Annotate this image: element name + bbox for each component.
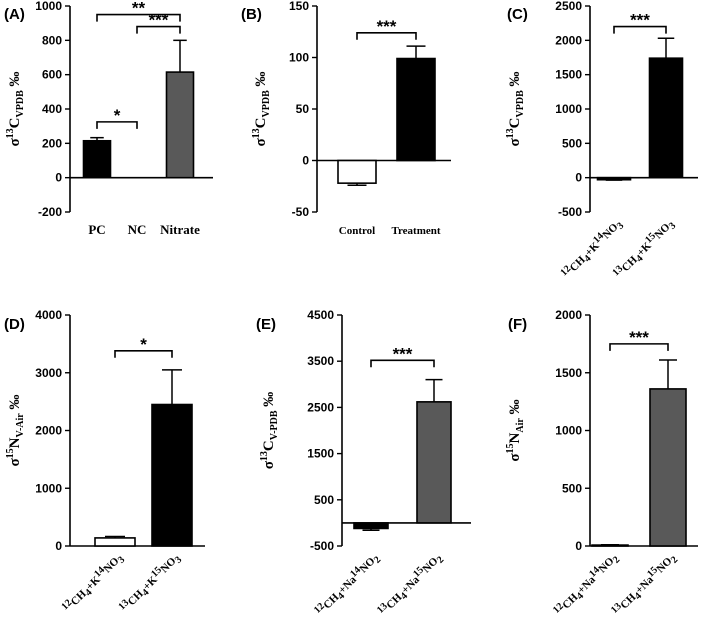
- y-tick-label: -500: [310, 539, 334, 553]
- panel-label: (E): [256, 316, 276, 333]
- bar: [151, 403, 193, 547]
- x-tick-label: 12CH4+K14NO3: [59, 550, 127, 618]
- bar: [337, 159, 377, 184]
- bar: [165, 71, 195, 179]
- x-tick-label: 12CH4+Na14NO2: [312, 550, 383, 621]
- x-tick-label: NC: [128, 222, 147, 237]
- y-tick-label: 1000: [35, 0, 62, 13]
- significance-label: ***: [630, 11, 650, 30]
- significance-label: ***: [377, 17, 397, 36]
- significance-bracket: [96, 13, 181, 22]
- y-tick-label: 0: [55, 539, 62, 553]
- significance-bracket: [370, 359, 435, 368]
- y-tick-label: 2500: [307, 400, 334, 414]
- x-tick-label: Nitrate: [160, 222, 200, 237]
- chart-panel-0: (A) -200 0 200 400 600 800 1000 σ13CVPDB ‰ PC NC Ni…: [4, 0, 213, 237]
- significance-bracket: [613, 25, 667, 34]
- y-tick-label: 1000: [555, 424, 582, 438]
- y-tick-label: 0: [55, 171, 62, 185]
- y-tick-label: 2000: [555, 33, 582, 47]
- bar: [353, 522, 389, 530]
- y-axis-label: σ15NAir ‰: [505, 399, 526, 461]
- y-tick-label: 0: [302, 154, 309, 168]
- significance-label: ***: [629, 328, 649, 347]
- y-tick-label: 100: [289, 51, 309, 65]
- significance-label: ***: [149, 11, 169, 30]
- y-tick-label: -50: [292, 205, 310, 219]
- y-axis-label: σ13CVPDB ‰: [251, 72, 272, 147]
- bar: [649, 388, 687, 547]
- y-tick-label: 500: [314, 493, 334, 507]
- bar: [82, 139, 112, 179]
- y-axis-label: σ15NV-Air ‰: [5, 394, 26, 466]
- significance-bracket: [114, 350, 173, 358]
- x-tick-label: 13CH4+Na15NO2: [375, 550, 446, 621]
- chart-panel-3: (D) 0 1000 2000 3000 4000 σ15NV-Air ‰ 12CH4+K14…: [4, 308, 205, 618]
- y-tick-label: 150: [289, 0, 309, 13]
- significance-label: *: [140, 335, 147, 354]
- significance-label: **: [132, 0, 146, 18]
- x-tick-label: Control: [339, 225, 375, 237]
- chart-panel-4: (E) -500 500 1500 2500 3500 4500 σ13CV-PDB ‰ 12C…: [256, 308, 471, 621]
- x-tick-label: PC: [88, 222, 105, 237]
- y-axis-label: σ13CV-PDB ‰: [259, 392, 280, 470]
- panel-label: (F): [508, 316, 527, 333]
- y-tick-label: 500: [562, 136, 582, 150]
- y-tick-label: 3000: [35, 366, 62, 380]
- y-tick-label: 2000: [555, 308, 582, 322]
- significance-bracket: [609, 343, 669, 351]
- significance-label: ***: [393, 344, 413, 363]
- y-tick-label: 1500: [307, 447, 334, 461]
- y-tick-label: 200: [42, 136, 62, 150]
- y-tick-label: -500: [558, 205, 582, 219]
- y-tick-label: 50: [296, 102, 310, 116]
- y-tick-label: 500: [562, 481, 582, 495]
- y-tick-label: 0: [575, 171, 582, 185]
- y-tick-label: 1500: [555, 68, 582, 82]
- y-axis-label: σ13CVPDB ‰: [5, 72, 26, 147]
- bar: [94, 537, 136, 547]
- bar: [416, 401, 452, 524]
- y-tick-label: 2500: [555, 0, 582, 13]
- significance-label: *: [114, 106, 121, 125]
- y-tick-label: 800: [42, 33, 62, 47]
- panel-label: (A): [4, 6, 25, 23]
- x-tick-label: Treatment: [391, 225, 440, 237]
- y-tick-label: 1000: [555, 102, 582, 116]
- y-tick-label: 4500: [307, 308, 334, 322]
- panel-label: (B): [241, 6, 262, 23]
- x-tick-label: 13CH4+K15NO3: [116, 550, 184, 618]
- bar: [648, 57, 684, 179]
- panel-label: (C): [507, 6, 528, 23]
- y-tick-label: -200: [38, 205, 62, 219]
- y-tick-label: 4000: [35, 308, 62, 322]
- y-tick-label: 2000: [35, 424, 62, 438]
- bar: [396, 57, 436, 162]
- significance-bracket: [356, 31, 417, 40]
- y-tick-label: 600: [42, 68, 62, 82]
- y-tick-label: 1000: [35, 481, 62, 495]
- y-tick-label: 400: [42, 102, 62, 116]
- chart-panel-1: (B) -50 0 50 100 150 σ13CVPDB ‰ Control Treatmen…: [241, 0, 451, 237]
- significance-bracket: [96, 121, 138, 129]
- y-tick-label: 3500: [307, 354, 334, 368]
- y-axis-label: σ13CVPDB ‰: [505, 72, 526, 147]
- y-tick-label: 1500: [555, 366, 582, 380]
- panel-label: (D): [4, 316, 25, 333]
- significance-bracket: [136, 25, 181, 34]
- y-tick-label: 0: [575, 539, 582, 553]
